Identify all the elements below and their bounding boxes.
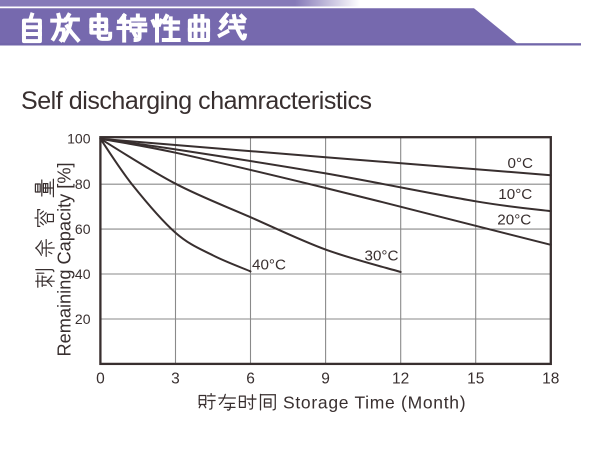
svg-text:80: 80	[75, 176, 91, 192]
svg-text:20: 20	[75, 311, 91, 327]
svg-text:40°C: 40°C	[252, 257, 286, 274]
svg-text:60: 60	[75, 221, 91, 237]
svg-text:9: 9	[321, 371, 330, 388]
svg-text:15: 15	[467, 371, 484, 388]
svg-text:18: 18	[542, 371, 559, 388]
svg-text:20°C: 20°C	[497, 212, 531, 229]
svg-text:30°C: 30°C	[365, 248, 399, 265]
svg-text:40: 40	[75, 266, 91, 282]
svg-text:0°C: 0°C	[508, 155, 534, 172]
svg-text:Remaining Capacity [%]: Remaining Capacity [%]	[55, 162, 75, 356]
svg-text:10°C: 10°C	[498, 186, 532, 203]
svg-text:Storage Time (Month): Storage Time (Month)	[283, 393, 466, 413]
svg-text:6: 6	[246, 371, 255, 388]
svg-text:Self discharging chamracterist: Self discharging chamracteristics	[21, 87, 372, 115]
svg-text:3: 3	[171, 371, 180, 388]
svg-text:100: 100	[67, 131, 91, 147]
svg-text:12: 12	[392, 371, 409, 388]
svg-text:0: 0	[96, 371, 105, 388]
